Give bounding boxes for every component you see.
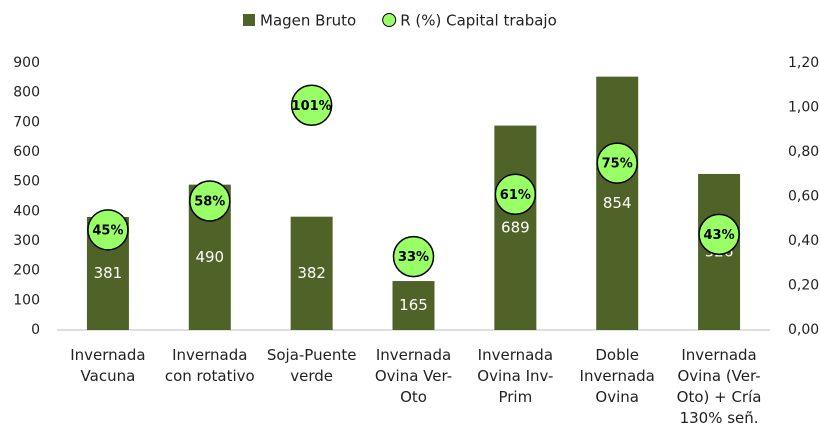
bubble-label: 61% [500,188,531,203]
bubble-label: 43% [704,228,735,243]
y-tick-label: 700 [13,114,40,130]
y-tick-label: 200 [13,263,40,279]
y-tick-label: 900 [13,55,40,71]
x-tick-label: Invernada con rotativo [164,346,255,385]
y-tick-label: 600 [13,144,40,160]
bubble [189,180,231,222]
bubble [596,142,638,184]
bar [392,281,435,330]
bubble [290,84,333,127]
bubble-label: 33% [398,250,429,265]
legend-label: Magen Bruto [260,12,356,30]
x-tick-label: Doble Invernada Ovina [579,346,655,406]
bar [596,76,639,330]
bar-value-label: 165 [399,296,428,314]
y2-tick-label: 1,00 [788,100,819,116]
y2-tick-label: 0,00 [788,322,819,338]
y-tick-label: 0 [31,322,40,338]
x-tick-label: Invernada Vacuna [70,346,146,385]
bubble-label: 75% [602,157,633,172]
bubble-label: 101% [292,99,332,114]
y2-tick-label: 0,40 [788,233,819,249]
bubble [494,173,537,216]
bubble-label: 45% [92,223,123,238]
bar-value-label: 689 [501,218,530,236]
bar [494,125,537,330]
legend-marker [382,13,397,27]
legend-label: R (%) Capital trabajo [400,12,557,30]
y-tick-label: 300 [13,233,40,249]
y-tick-label: 400 [13,203,40,219]
y2-tick-label: 0,60 [788,189,819,205]
bubble [87,209,129,251]
bubble [698,213,740,256]
x-tick-label: Invernada Ovina Ver-Oto [374,346,453,406]
y-tick-label: 500 [13,174,40,190]
y2-tick-label: 1,20 [788,55,819,71]
bar-value-label: 382 [297,264,326,282]
bar-value-label: 490 [195,248,224,266]
y2-tick-label: 0,20 [788,278,819,294]
bubble [392,235,435,278]
x-tick-label: Invernada Ovina Inv-Prim [477,346,554,406]
bubble-label: 58% [194,194,225,209]
y-tick-label: 800 [13,85,40,101]
legend-marker [243,14,255,26]
x-tick-label: Invernada Ovina (Ver-Oto) + Cría 130% se… [676,346,762,427]
y-tick-label: 100 [13,292,40,308]
y2-tick-label: 0,80 [788,144,819,160]
x-tick-label: Soja-Puente verde [266,346,357,385]
bar [290,216,333,330]
bar-value-label: 381 [94,264,123,282]
bar-value-label: 854 [603,194,632,212]
